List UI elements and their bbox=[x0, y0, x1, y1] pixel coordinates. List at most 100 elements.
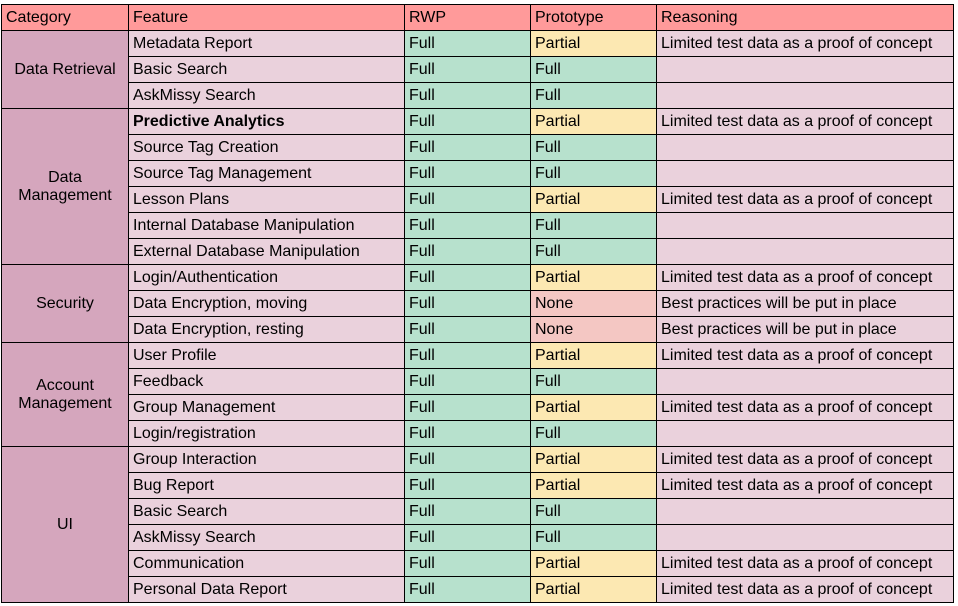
prototype-cell: Full bbox=[530, 56, 657, 83]
table-row: UI Group Interaction Full Partial Limited te… bbox=[1, 446, 954, 603]
category-cell: Data Retrieval bbox=[1, 30, 129, 109]
feature-cell: External Database Manipulation bbox=[128, 238, 405, 265]
feature-cell: Data Encryption, moving bbox=[128, 290, 405, 317]
table-row: Source Tag Management Full Full bbox=[2, 160, 954, 187]
table-row: Source Tag Creation Full Full bbox=[2, 134, 954, 161]
reasoning-cell bbox=[656, 212, 954, 239]
category-cell: Account Management bbox=[1, 342, 129, 447]
reasoning-cell bbox=[656, 82, 954, 109]
header-category: Category bbox=[1, 4, 129, 31]
prototype-cell: Partial bbox=[530, 30, 657, 57]
table-row: Basic Search Full Full bbox=[2, 498, 954, 525]
prototype-cell: Partial bbox=[530, 550, 657, 577]
table-row: Data Encryption, moving Full None Best prac… bbox=[2, 290, 954, 317]
rwp-cell: Full bbox=[404, 472, 531, 499]
reasoning-cell bbox=[656, 160, 954, 187]
feature-cell: User Profile bbox=[128, 342, 405, 369]
prototype-cell: Full bbox=[530, 368, 657, 395]
header-row: Category Feature RWP Prototype Reasoning bbox=[1, 4, 954, 31]
table-body: Data Retrieval Metadata Report Full Partial… bbox=[1, 30, 954, 603]
reasoning-cell: Limited test data as a proof of concept bbox=[656, 108, 954, 135]
prototype-cell: Partial bbox=[530, 186, 657, 213]
table-row: Lesson Plans Full Partial Limited test data… bbox=[2, 186, 954, 213]
feature-cell: Group Management bbox=[128, 394, 405, 421]
feature-cell: Personal Data Report bbox=[128, 576, 405, 603]
category-cell: Security bbox=[1, 264, 129, 343]
feature-cell: Login/Authentication bbox=[128, 264, 405, 291]
rwp-cell: Full bbox=[404, 498, 531, 525]
reasoning-cell: Limited test data as a proof of concept bbox=[656, 186, 954, 213]
table-row: Login/registration Full Full bbox=[2, 420, 954, 447]
prototype-cell: Partial bbox=[530, 264, 657, 291]
rwp-cell: Full bbox=[404, 446, 531, 473]
feature-cell: Lesson Plans bbox=[128, 186, 405, 213]
feature-comparison-table: Category Feature RWP Prototype Reasoning… bbox=[1, 4, 954, 603]
reasoning-cell: Limited test data as a proof of concept bbox=[656, 30, 954, 57]
prototype-cell: None bbox=[530, 290, 657, 317]
table-row: Personal Data Report Full Partial Limited t… bbox=[2, 576, 954, 603]
feature-cell: Login/registration bbox=[128, 420, 405, 447]
rwp-cell: Full bbox=[404, 368, 531, 395]
table-row: Communication Full Partial Limited test dat… bbox=[2, 550, 954, 577]
table-row: Internal Database Manipulation Full Full bbox=[2, 212, 954, 239]
feature-cell: Predictive Analytics bbox=[128, 108, 405, 135]
table-row: Data Encryption, resting Full None Best pra… bbox=[2, 316, 954, 343]
rwp-cell: Full bbox=[404, 160, 531, 187]
rwp-cell: Full bbox=[404, 56, 531, 83]
rwp-cell: Full bbox=[404, 134, 531, 161]
prototype-cell: Partial bbox=[530, 342, 657, 369]
table-row: Basic Search Full Full bbox=[2, 56, 954, 83]
table-row: Group Management Full Partial Limited test … bbox=[2, 394, 954, 421]
prototype-cell: Partial bbox=[530, 576, 657, 603]
table-row: AskMissy Search Full Full bbox=[2, 82, 954, 109]
reasoning-cell: Limited test data as a proof of concept bbox=[656, 472, 954, 499]
prototype-cell: Full bbox=[530, 82, 657, 109]
rwp-cell: Full bbox=[404, 212, 531, 239]
reasoning-cell: Limited test data as a proof of concept bbox=[656, 550, 954, 577]
table-row: Feedback Full Full bbox=[2, 368, 954, 395]
feature-cell: Source Tag Creation bbox=[128, 134, 405, 161]
rwp-cell: Full bbox=[404, 82, 531, 109]
rwp-cell: Full bbox=[404, 238, 531, 265]
rwp-cell: Full bbox=[404, 342, 531, 369]
reasoning-cell bbox=[656, 498, 954, 525]
reasoning-cell: Limited test data as a proof of concept bbox=[656, 446, 954, 473]
table-row: AskMissy Search Full Full bbox=[2, 524, 954, 551]
prototype-cell: None bbox=[530, 316, 657, 343]
rwp-cell: Full bbox=[404, 394, 531, 421]
header-prototype: Prototype bbox=[530, 4, 657, 31]
header-rwp: RWP bbox=[404, 4, 531, 31]
table-row: External Database Manipulation Full Full bbox=[2, 238, 954, 265]
reasoning-cell: Best practices will be put in place bbox=[656, 316, 954, 343]
feature-cell: AskMissy Search bbox=[128, 82, 405, 109]
rwp-cell: Full bbox=[404, 576, 531, 603]
prototype-cell: Partial bbox=[530, 472, 657, 499]
reasoning-cell: Limited test data as a proof of concept bbox=[656, 394, 954, 421]
reasoning-cell: Limited test data as a proof of concept bbox=[656, 576, 954, 603]
rwp-cell: Full bbox=[404, 420, 531, 447]
table-row: Bug Report Full Partial Limited test data a… bbox=[2, 472, 954, 499]
feature-cell: Communication bbox=[128, 550, 405, 577]
rwp-cell: Full bbox=[404, 264, 531, 291]
prototype-cell: Full bbox=[530, 238, 657, 265]
rwp-cell: Full bbox=[404, 30, 531, 57]
prototype-cell: Partial bbox=[530, 446, 657, 473]
feature-cell: Internal Database Manipulation bbox=[128, 212, 405, 239]
prototype-cell: Partial bbox=[530, 394, 657, 421]
feature-cell: Data Encryption, resting bbox=[128, 316, 405, 343]
feature-cell: Metadata Report bbox=[128, 30, 405, 57]
reasoning-cell bbox=[656, 134, 954, 161]
category-cell: Data Management bbox=[1, 108, 129, 265]
feature-cell: Feedback bbox=[128, 368, 405, 395]
prototype-cell: Full bbox=[530, 212, 657, 239]
rwp-cell: Full bbox=[404, 290, 531, 317]
reasoning-cell: Limited test data as a proof of concept bbox=[656, 264, 954, 291]
prototype-cell: Full bbox=[530, 160, 657, 187]
feature-cell: Basic Search bbox=[128, 498, 405, 525]
feature-cell: AskMissy Search bbox=[128, 524, 405, 551]
feature-cell: Group Interaction bbox=[128, 446, 405, 473]
reasoning-cell: Limited test data as a proof of concept bbox=[656, 342, 954, 369]
prototype-cell: Full bbox=[530, 498, 657, 525]
reasoning-cell: Best practices will be put in place bbox=[656, 290, 954, 317]
prototype-cell: Full bbox=[530, 420, 657, 447]
